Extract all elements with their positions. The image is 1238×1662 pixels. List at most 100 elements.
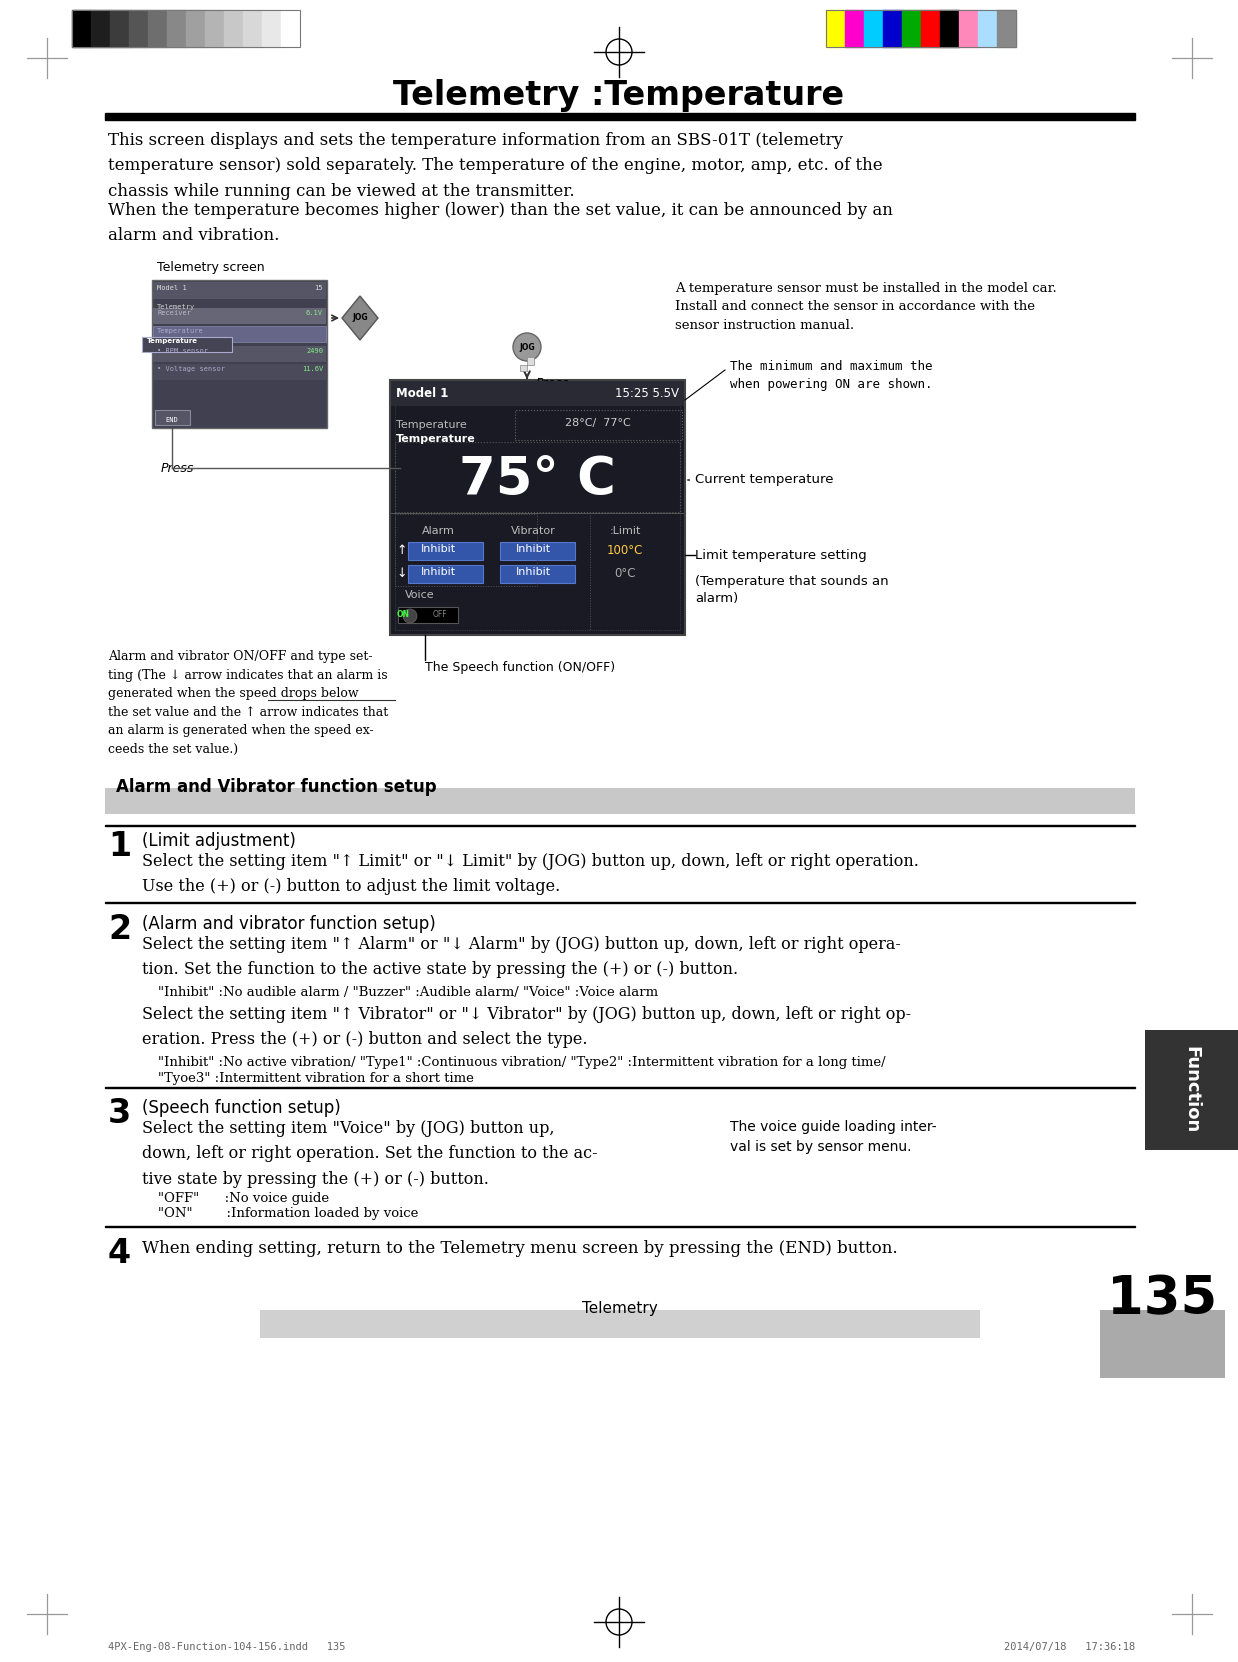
Bar xyxy=(1101,1310,1224,1378)
Bar xyxy=(105,113,1135,120)
Bar xyxy=(390,381,685,635)
Text: Telemetry :Temperature: Telemetry :Temperature xyxy=(394,80,844,111)
Text: • Voltage sensor: • Voltage sensor xyxy=(157,366,225,372)
Text: 2490: 2490 xyxy=(306,347,323,354)
Bar xyxy=(72,10,300,47)
Text: (Temperature that sounds an
alarm): (Temperature that sounds an alarm) xyxy=(695,575,889,605)
Bar xyxy=(846,10,864,47)
Text: ON: ON xyxy=(396,610,410,618)
Text: "Inhibit" :No audible alarm / "Buzzer" :Audible alarm/ "Voice" :Voice alarm: "Inhibit" :No audible alarm / "Buzzer" :… xyxy=(158,986,659,999)
Text: 4: 4 xyxy=(108,1237,131,1270)
Bar xyxy=(409,542,483,560)
Bar xyxy=(391,381,685,406)
Text: 0°C: 0°C xyxy=(614,567,636,580)
Text: (Limit adjustment): (Limit adjustment) xyxy=(142,833,296,849)
Text: Alarm: Alarm xyxy=(422,525,454,537)
Text: Select the setting item "↑ Vibrator" or "↓ Vibrator" by (JOG) button up, down, l: Select the setting item "↑ Vibrator" or … xyxy=(142,1006,911,1049)
Text: Inhibit: Inhibit xyxy=(515,567,551,577)
Text: (Speech function setup): (Speech function setup) xyxy=(142,1099,340,1117)
Text: This screen displays and sets the temperature information from an SBS-01T (telem: This screen displays and sets the temper… xyxy=(108,131,883,199)
Text: Telemetry screen: Telemetry screen xyxy=(157,261,265,274)
Text: 100°C: 100°C xyxy=(607,543,644,557)
Bar xyxy=(921,10,940,47)
Bar xyxy=(395,514,537,587)
Text: Temperature: Temperature xyxy=(396,420,467,430)
Text: The minimum and maximum the
when powering ON are shown.: The minimum and maximum the when powerin… xyxy=(730,361,932,391)
Text: Temperature: Temperature xyxy=(157,327,204,334)
Bar xyxy=(224,10,243,47)
Circle shape xyxy=(513,332,541,361)
Bar xyxy=(395,442,680,512)
Text: (Alarm and vibrator function setup): (Alarm and vibrator function setup) xyxy=(142,916,436,932)
Text: Temperature: Temperature xyxy=(396,434,475,444)
Bar xyxy=(515,411,682,440)
Text: "OFF"      :No voice guide: "OFF" :No voice guide xyxy=(158,1192,329,1205)
Bar xyxy=(152,279,327,429)
Text: 6.1V: 6.1V xyxy=(306,311,323,316)
Bar xyxy=(154,346,326,362)
Text: 75° C: 75° C xyxy=(458,454,615,505)
Text: ↓: ↓ xyxy=(396,567,406,580)
Text: The voice guide loading inter-
val is set by sensor menu.: The voice guide loading inter- val is se… xyxy=(730,1120,937,1153)
Text: Telemetry: Telemetry xyxy=(157,304,196,311)
Text: Press: Press xyxy=(160,462,193,475)
Circle shape xyxy=(404,608,417,623)
Bar xyxy=(959,10,978,47)
Text: Model 1: Model 1 xyxy=(396,387,448,401)
Polygon shape xyxy=(342,296,378,341)
Text: "Inhibit" :No active vibration/ "Type1" :Continuous vibration/ "Type2" :Intermit: "Inhibit" :No active vibration/ "Type1" … xyxy=(158,1055,885,1069)
Text: Vibrator: Vibrator xyxy=(510,525,556,537)
Bar xyxy=(243,10,262,47)
Bar xyxy=(500,542,574,560)
Text: 135: 135 xyxy=(1107,1273,1217,1325)
Bar xyxy=(883,10,903,47)
Bar xyxy=(409,565,483,583)
Bar xyxy=(903,10,921,47)
Text: Model 1: Model 1 xyxy=(157,284,187,291)
Text: OFF: OFF xyxy=(433,610,447,618)
Text: 4PX-Eng-08-Function-104-156.indd   135: 4PX-Eng-08-Function-104-156.indd 135 xyxy=(108,1642,345,1652)
Text: Select the setting item "Voice" by (JOG) button up,
down, left or right operatio: Select the setting item "Voice" by (JOG)… xyxy=(142,1120,598,1188)
Text: Select the setting item "↑ Alarm" or "↓ Alarm" by (JOG) button up, down, left or: Select the setting item "↑ Alarm" or "↓ … xyxy=(142,936,901,979)
Bar xyxy=(940,10,959,47)
Bar xyxy=(826,10,846,47)
Text: 2: 2 xyxy=(108,912,131,946)
Text: 15:25 5.5V: 15:25 5.5V xyxy=(615,387,678,401)
Text: Limit temperature setting: Limit temperature setting xyxy=(695,548,867,562)
Text: JOG: JOG xyxy=(519,342,535,351)
Bar xyxy=(864,10,883,47)
Text: 15: 15 xyxy=(314,284,323,291)
Bar xyxy=(281,10,300,47)
Bar xyxy=(92,10,110,47)
Text: Inhibit: Inhibit xyxy=(421,543,456,553)
Text: 3: 3 xyxy=(108,1097,131,1130)
Bar xyxy=(72,10,92,47)
Bar xyxy=(154,283,326,299)
Bar xyxy=(500,565,574,583)
Bar xyxy=(155,411,189,425)
Bar xyxy=(397,607,458,623)
Bar xyxy=(149,10,167,47)
Bar xyxy=(206,10,224,47)
Bar xyxy=(110,10,129,47)
Text: Alarm and vibrator ON/OFF and type set-
ting (The ↓ arrow indicates that an alar: Alarm and vibrator ON/OFF and type set- … xyxy=(108,650,389,756)
Bar xyxy=(154,307,326,324)
Text: Inhibit: Inhibit xyxy=(421,567,456,577)
Text: Voice: Voice xyxy=(405,590,435,600)
Bar xyxy=(129,10,149,47)
Bar xyxy=(395,386,680,630)
Text: :Limit: :Limit xyxy=(609,525,641,537)
Text: Alarm and Vibrator function setup: Alarm and Vibrator function setup xyxy=(116,778,437,796)
Text: 11.6V: 11.6V xyxy=(302,366,323,372)
Text: A temperature sensor must be installed in the model car.
Install and connect the: A temperature sensor must be installed i… xyxy=(675,283,1057,332)
Text: JOG: JOG xyxy=(352,314,368,322)
Text: "Tyoe3" :Intermittent vibration for a short time: "Tyoe3" :Intermittent vibration for a sh… xyxy=(158,1072,474,1085)
Text: Select the setting item "↑ Limit" or "↓ Limit" by (JOG) button up, down, left or: Select the setting item "↑ Limit" or "↓ … xyxy=(142,853,919,896)
Bar xyxy=(260,1310,980,1338)
Bar xyxy=(1145,1030,1238,1150)
Text: Current temperature: Current temperature xyxy=(688,474,833,487)
Bar xyxy=(978,10,997,47)
Bar xyxy=(154,326,326,342)
Bar xyxy=(186,10,206,47)
Text: Receiver: Receiver xyxy=(157,311,191,316)
